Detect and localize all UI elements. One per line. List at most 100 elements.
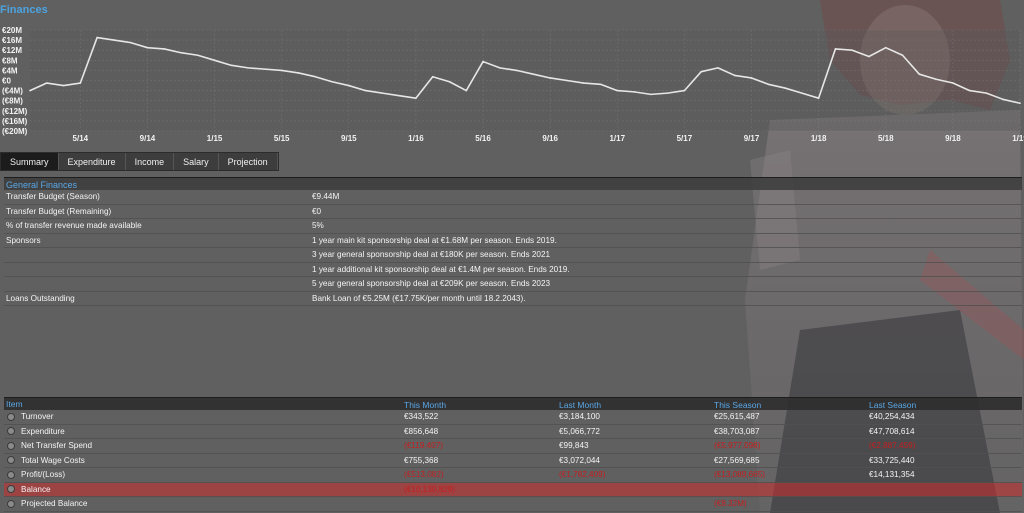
y-tick-label: €8M <box>2 56 18 65</box>
general-finance-label <box>4 263 310 277</box>
table-cell: €343,522 <box>404 412 439 421</box>
table-cell <box>867 497 1022 511</box>
table-row[interactable]: Projected Balance (€8.32M) <box>4 497 1022 512</box>
finance-tabs: Summary Expenditure Income Salary Projection <box>0 152 279 171</box>
header-last-month[interactable]: Last Month <box>559 400 602 410</box>
general-finances-panel: General Finances Transfer Budget (Season… <box>4 177 1022 306</box>
data-point <box>582 82 585 84</box>
row-bullet-icon <box>7 499 15 508</box>
data-point <box>952 82 954 84</box>
data-point <box>750 77 753 79</box>
data-point <box>398 94 400 97</box>
header-this-month[interactable]: This Month <box>404 400 447 410</box>
table-row[interactable]: Turnover €343,522 €3,184,100 €25,615,487 €40… <box>4 410 1022 425</box>
y-tick-label: (€16M) <box>2 117 28 126</box>
plot-area <box>30 30 1020 131</box>
table-cell: (€8.32M) <box>714 499 747 508</box>
header-this-season[interactable]: This Season <box>714 400 762 410</box>
data-point <box>163 48 166 50</box>
table-row[interactable]: Net Transfer Spend (€119,407) €99,843 (€5,9… <box>4 439 1022 454</box>
general-finance-value: €9.44M <box>312 192 340 201</box>
finance-summary-table: Item This Month Last Month This Season L… <box>4 397 1022 512</box>
row-item-cell: Balance <box>4 483 402 497</box>
table-row[interactable]: Balance (€10,130,829) <box>4 482 1022 497</box>
table-cell: €38,703,087 <box>714 426 760 436</box>
data-point <box>1002 98 1005 101</box>
data-point <box>784 87 786 89</box>
general-finance-value: 3 year general sponsorship deal at €180K… <box>312 250 551 259</box>
tab-salary[interactable]: Salary <box>174 153 219 170</box>
row-item-cell: Expenditure <box>4 425 402 439</box>
data-point <box>45 82 48 84</box>
general-finance-value: 5% <box>312 221 324 230</box>
data-point <box>96 36 98 39</box>
data-point <box>683 89 686 92</box>
table-cell <box>867 483 1022 497</box>
data-point <box>851 49 854 51</box>
table-cell: €99,843 <box>559 441 589 450</box>
data-point <box>566 79 568 82</box>
table-cell: (€5,977,098) <box>714 441 761 450</box>
tab-projection[interactable]: Projection <box>219 153 278 170</box>
data-point <box>834 48 837 50</box>
data-point <box>901 54 904 57</box>
general-finance-label: % of transfer revenue made available <box>6 221 142 230</box>
row-item-label: Expenditure <box>21 426 65 436</box>
row-item-cell: Net Transfer Spend <box>4 439 402 453</box>
finances-line-chart: €20M€16M€12M€8M€4M €0(€4M)(€8M)(€12M)(€16… <box>2 26 1024 143</box>
data-point <box>918 73 921 75</box>
x-tick-label: 9/17 <box>744 134 760 143</box>
general-finance-row: 5 year general sponsorship deal at €209K… <box>4 277 1022 292</box>
general-finance-value: Bank Loan of €5.25M (€17.75K/per month u… <box>312 293 526 303</box>
data-point <box>113 39 115 41</box>
table-cell: (€119,407) <box>404 441 443 450</box>
data-point <box>801 92 803 94</box>
table-row[interactable]: Total Wage Costs €755,368 €3,072,044 €27,56… <box>4 454 1022 468</box>
data-point <box>717 67 719 69</box>
data-point <box>549 77 551 79</box>
x-tick-label: 5/17 <box>677 134 693 143</box>
data-point <box>79 82 82 84</box>
x-tick-label: 9/14 <box>140 134 156 143</box>
data-point <box>868 55 870 58</box>
table-cell: €5,066,772 <box>559 426 600 436</box>
data-point <box>985 92 988 94</box>
data-point <box>297 72 300 74</box>
general-finance-label: Sponsors <box>6 235 41 245</box>
data-point <box>314 75 317 78</box>
y-tick-label: €4M <box>2 66 18 75</box>
general-finance-value: €0 <box>312 206 322 216</box>
row-item-label: Projected Balance <box>21 499 88 509</box>
table-cell: (€513,082) <box>404 470 444 479</box>
table-row[interactable]: Profit/(Loss) (€513,082) (€1,782,409) (€13,… <box>4 468 1022 483</box>
data-point <box>280 69 283 72</box>
row-item-cell: Turnover <box>4 410 402 424</box>
data-point <box>817 97 820 99</box>
tab-income[interactable]: Income <box>126 153 175 170</box>
table-cell: €856,648 <box>404 426 439 436</box>
general-finance-label <box>4 277 310 291</box>
tab-expenditure[interactable]: Expenditure <box>59 153 126 170</box>
general-finance-row: Transfer Budget (Remaining) €0 <box>4 205 1022 219</box>
data-point <box>62 84 65 87</box>
table-row[interactable]: Expenditure €856,648 €5,066,772 €38,703,087… <box>4 425 1022 439</box>
row-item-label: Total Wage Costs <box>21 455 85 465</box>
data-point <box>381 92 384 94</box>
data-point <box>146 46 149 49</box>
tab-summary[interactable]: Summary <box>1 153 59 170</box>
data-point <box>935 78 937 81</box>
row-bullet-icon <box>7 456 15 465</box>
table-cell <box>557 497 712 511</box>
x-tick-label: 5/14 <box>73 134 89 143</box>
table-cell: €755,368 <box>404 455 439 465</box>
data-point <box>515 69 518 72</box>
header-item[interactable]: Item <box>6 399 23 409</box>
table-cell: (€13,089,665) <box>714 470 765 479</box>
table-cell: (€10,130,829) <box>404 484 455 494</box>
row-bullet-icon <box>7 485 15 494</box>
table-cell: €25,615,487 <box>714 412 760 421</box>
row-item-cell: Profit/(Loss) <box>4 468 402 482</box>
header-last-season[interactable]: Last Season <box>869 400 917 410</box>
row-bullet-icon <box>7 427 15 436</box>
data-point <box>968 89 971 92</box>
